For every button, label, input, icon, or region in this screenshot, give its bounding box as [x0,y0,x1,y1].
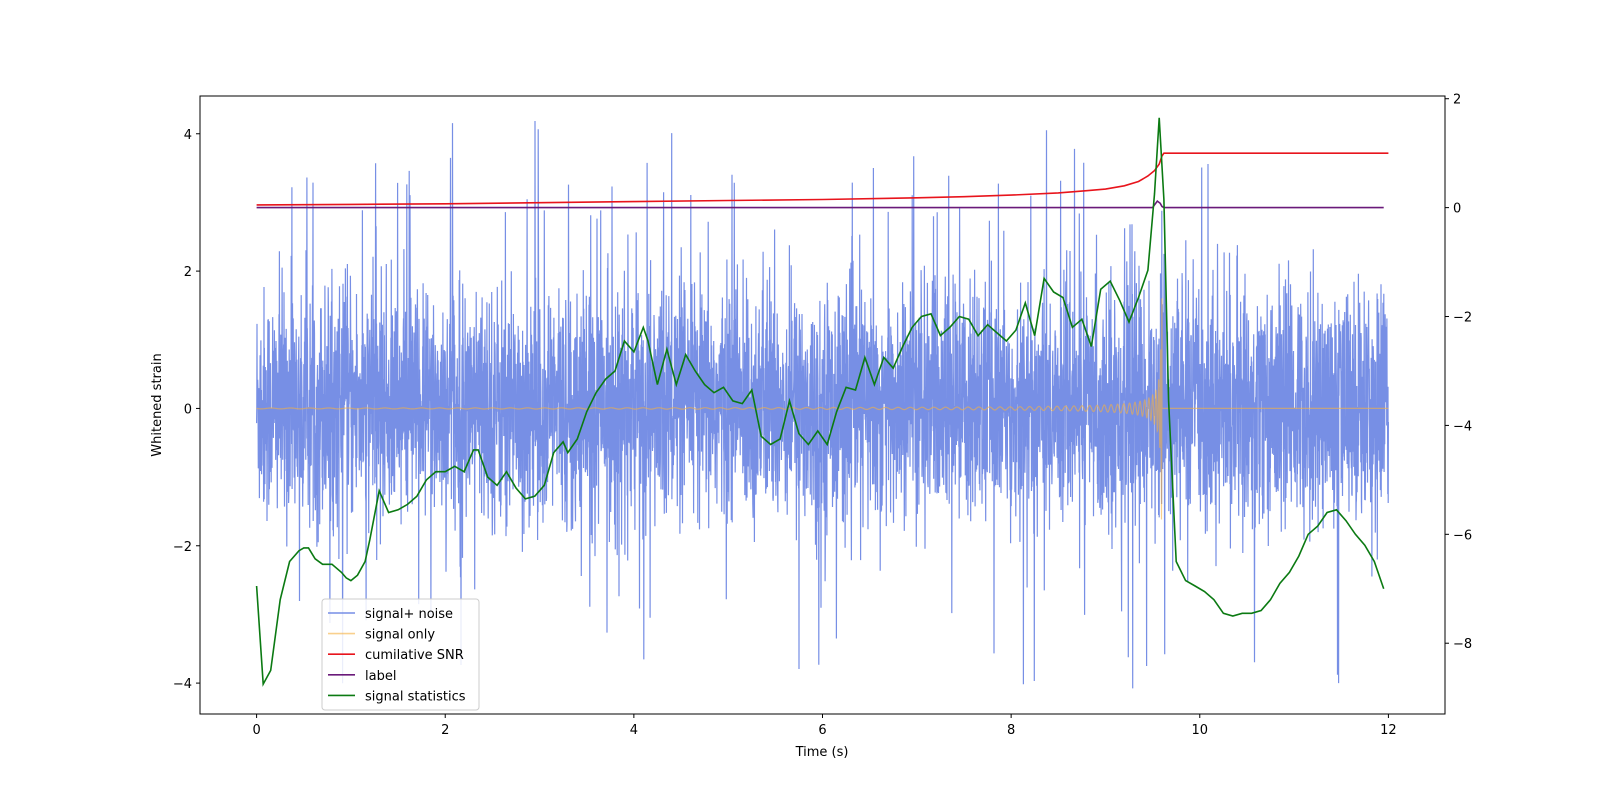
x-tick-label: 12 [1380,723,1397,738]
y-axis-right: −8 −6 −4 −2 0 2 [1445,93,1472,652]
legend-label: cumilative SNR [365,648,464,663]
series-line-signal-statistics [255,117,1385,687]
x-tick-label: 8 [1007,723,1015,738]
legend: signal+ noise signal only cumilative SNR la… [321,598,480,711]
x-tick-label: 10 [1191,723,1208,738]
y2-tick-label: −4 [1453,419,1472,434]
y2-tick-label: −6 [1453,528,1472,543]
legend-label: signal only [365,628,435,643]
series-line-signal-only [256,298,1389,520]
plot-area [255,117,1389,689]
legend-label: signal statistics [365,689,466,704]
x-axis-label: Time (s) [795,745,849,760]
x-tick-label: 2 [441,723,449,738]
series-line-signal-noise [256,120,1389,689]
y-axis-left: −4 −2 0 2 4 [173,128,200,692]
legend-box [321,598,480,711]
legend-label: signal+ noise [365,607,453,622]
y-tick-label: 2 [184,265,192,280]
y2-tick-label: −8 [1453,637,1472,652]
y-tick-label: −2 [173,540,192,555]
y-tick-label: 0 [184,402,192,417]
y-tick-label: −4 [173,677,192,692]
y2-tick-label: 0 [1453,202,1461,217]
x-tick-label: 0 [252,723,260,738]
x-axis: 0 2 4 6 8 10 12 [252,714,1397,738]
legend-label: label [365,669,396,684]
y2-tick-label: −2 [1453,311,1472,326]
series-line-cumilative-snr [256,152,1389,206]
x-tick-label: 6 [818,723,826,738]
y-axis-label: Whitened strain [150,353,165,456]
y-tick-label: 4 [184,128,192,143]
x-tick-label: 4 [630,723,638,738]
y2-tick-label: 2 [1453,93,1461,108]
series-layer [255,117,1389,689]
